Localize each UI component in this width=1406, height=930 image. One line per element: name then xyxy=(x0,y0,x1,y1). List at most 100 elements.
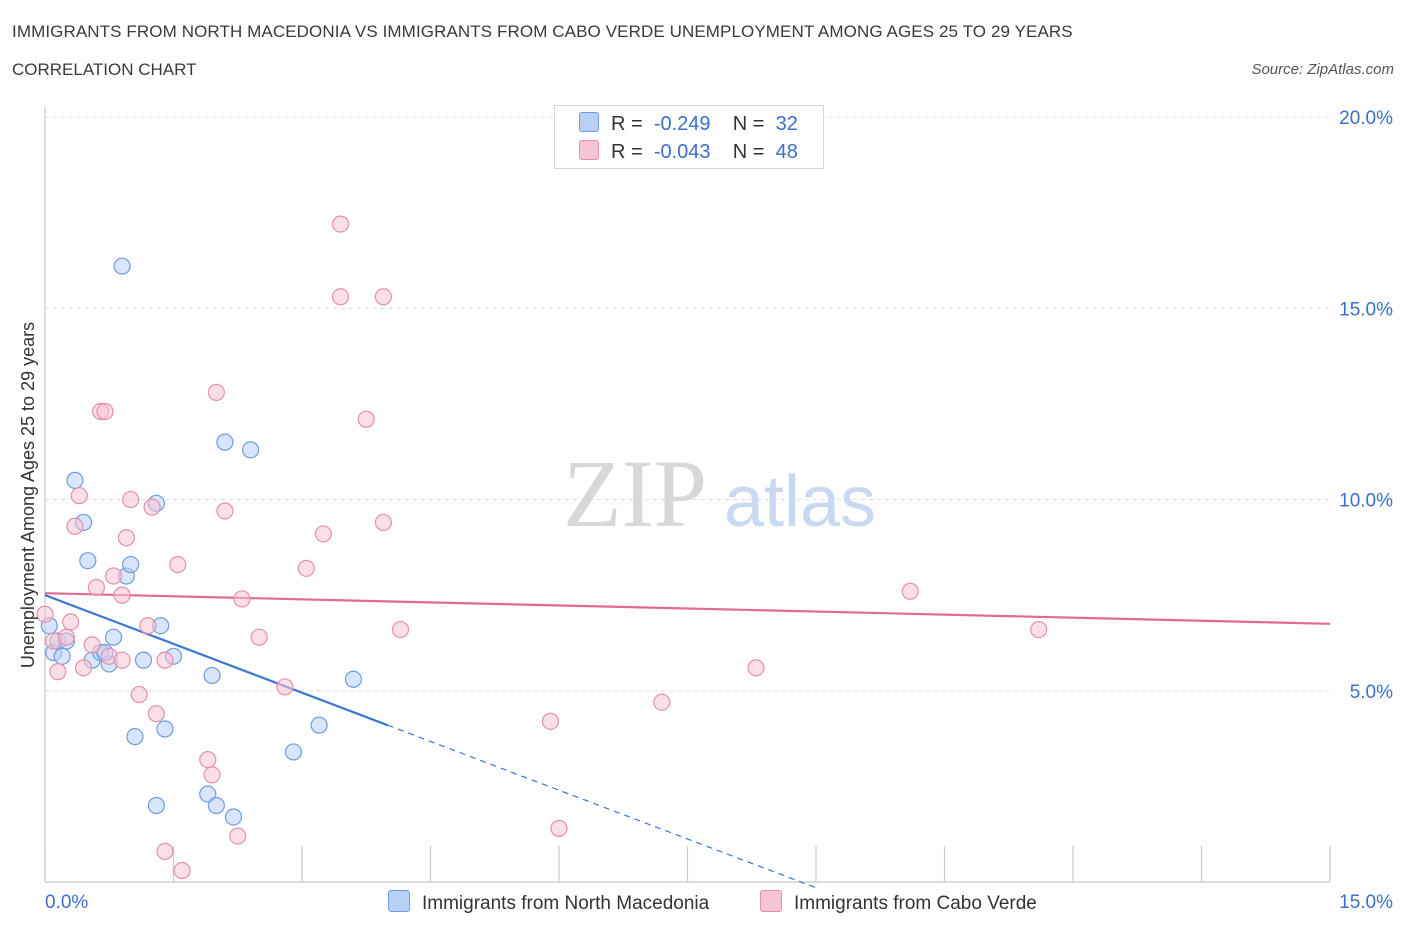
point-cabo-verde xyxy=(113,586,131,604)
point-cabo-verde xyxy=(374,288,392,306)
point-cabo-verde xyxy=(122,490,140,509)
bottom-legend-cabo-verde: Immigrants from Cabo Verde xyxy=(760,890,1037,915)
point-cabo-verde xyxy=(74,659,93,677)
legend-n-value-1: 32 xyxy=(775,113,798,135)
point-north-macedonia xyxy=(104,628,123,646)
point-cabo-verde xyxy=(233,590,251,608)
point-cabo-verde xyxy=(314,525,333,543)
point-cabo-verde xyxy=(66,517,84,535)
point-north-macedonia xyxy=(113,257,131,275)
point-cabo-verde xyxy=(203,766,221,784)
point-cabo-verde xyxy=(229,827,247,845)
point-north-macedonia xyxy=(134,651,153,669)
point-cabo-verde xyxy=(1030,620,1048,639)
point-cabo-verde xyxy=(901,582,919,600)
legend-r-value-1: -0.249 xyxy=(653,113,711,135)
point-cabo-verde xyxy=(550,819,568,838)
point-cabo-verde xyxy=(169,555,187,574)
point-north-macedonia xyxy=(126,728,144,746)
point-cabo-verde xyxy=(653,693,671,711)
point-north-macedonia xyxy=(224,808,243,826)
point-north-macedonia xyxy=(216,433,234,451)
point-cabo-verde xyxy=(331,288,350,306)
point-north-macedonia xyxy=(203,666,221,685)
point-cabo-verde xyxy=(276,678,294,696)
legend-n-label: N = xyxy=(732,141,765,163)
point-north-macedonia xyxy=(147,796,165,815)
bottom-legend-north-macedonia: Immigrants from North Macedonia xyxy=(388,890,709,915)
data-points xyxy=(36,215,1048,880)
point-cabo-verde xyxy=(130,685,148,704)
tick-labels: 5.0% 10.0% 15.0% 20.0% 0.0% 15.0% xyxy=(45,108,1393,913)
trend-lines xyxy=(44,592,1331,889)
point-cabo-verde xyxy=(374,513,392,532)
point-cabo-verde xyxy=(70,487,88,505)
point-cabo-verde xyxy=(173,861,191,880)
point-cabo-verde xyxy=(104,567,123,585)
watermark-zip: ZIP xyxy=(563,440,707,547)
point-cabo-verde xyxy=(96,402,114,421)
bottom-legend-label-1: Immigrants from North Macedonia xyxy=(422,893,710,914)
y-tick-label: 15.0% xyxy=(1339,299,1393,320)
legend-r-label: R = xyxy=(611,141,643,163)
y-tick-label: 10.0% xyxy=(1339,491,1393,512)
legend-row-cabo-verde: R = -0.043 N = 48 xyxy=(579,140,798,164)
point-north-macedonia xyxy=(207,796,225,815)
watermark-atlas: atlas xyxy=(724,462,876,542)
point-cabo-verde xyxy=(113,651,131,669)
bottom-legend-label-2: Immigrants from Cabo Verde xyxy=(794,893,1037,914)
point-north-macedonia xyxy=(156,720,174,738)
trend-line-cabo-verde xyxy=(44,592,1331,625)
point-cabo-verde xyxy=(143,498,161,516)
point-north-macedonia xyxy=(53,647,71,665)
y-axis-label: Unemployment Among Ages 25 to 29 years xyxy=(18,322,38,668)
point-north-macedonia xyxy=(66,471,84,489)
point-cabo-verde xyxy=(207,383,225,401)
point-cabo-verde xyxy=(147,705,165,723)
point-cabo-verde xyxy=(747,659,765,677)
chart-title: IMMIGRANTS FROM NORTH MACEDONIA VS IMMIG… xyxy=(12,22,1073,41)
point-cabo-verde xyxy=(297,559,315,577)
chart-subtitle: CORRELATION CHART xyxy=(12,60,197,79)
point-cabo-verde xyxy=(541,712,560,730)
point-cabo-verde xyxy=(36,605,54,623)
point-north-macedonia xyxy=(199,785,217,803)
point-cabo-verde xyxy=(49,663,67,681)
point-north-macedonia xyxy=(79,552,97,570)
point-cabo-verde xyxy=(139,617,157,635)
point-north-macedonia xyxy=(344,670,362,688)
trend-line-north-macedonia-extension xyxy=(387,724,817,889)
source-credit: Source: ZipAtlas.com xyxy=(1251,61,1394,78)
point-cabo-verde xyxy=(199,750,217,769)
point-cabo-verde xyxy=(357,410,375,428)
point-cabo-verde xyxy=(216,502,234,520)
legend-n-label: N = xyxy=(732,113,765,135)
point-cabo-verde xyxy=(117,529,135,547)
bottom-legend-swatch-pink xyxy=(760,890,782,912)
point-north-macedonia xyxy=(242,441,260,459)
point-cabo-verde xyxy=(391,620,410,639)
point-cabo-verde xyxy=(87,578,106,597)
x-tick-label: 15.0% xyxy=(1339,892,1393,913)
point-cabo-verde xyxy=(331,215,350,233)
x-tick-label: 0.0% xyxy=(45,892,88,913)
legend-swatch-pink xyxy=(579,140,599,160)
axes xyxy=(44,107,1331,883)
point-cabo-verde xyxy=(156,842,174,861)
trend-line-north-macedonia xyxy=(44,594,389,727)
y-tick-label: 20.0% xyxy=(1339,108,1393,129)
legend-swatch-blue xyxy=(579,112,599,132)
point-north-macedonia xyxy=(122,555,140,574)
point-cabo-verde xyxy=(83,636,101,654)
point-cabo-verde xyxy=(57,628,76,646)
legend-r-label: R = xyxy=(611,113,643,135)
point-cabo-verde xyxy=(62,613,80,631)
legend-row-north-macedonia: R = -0.249 N = 32 xyxy=(579,112,798,136)
legend-n-value-2: 48 xyxy=(775,141,798,163)
y-tick-label: 5.0% xyxy=(1350,682,1393,703)
stats-legend: R = -0.249 N = 32 R = -0.043 N = 48 xyxy=(554,105,824,169)
point-north-macedonia xyxy=(310,716,328,734)
bottom-legend-swatch-blue xyxy=(388,890,410,912)
point-north-macedonia xyxy=(284,743,303,761)
